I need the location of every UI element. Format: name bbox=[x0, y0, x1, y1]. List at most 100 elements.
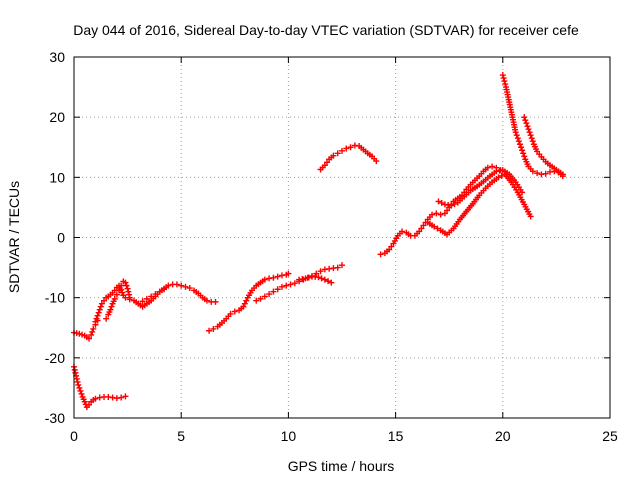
chart-axes: 0 5 10 15 20 25 -30 -20 -10 0 10 20 30 bbox=[45, 49, 618, 444]
data-point-fill bbox=[119, 289, 126, 296]
data-point-fill bbox=[216, 321, 223, 328]
data-point-fill bbox=[528, 135, 535, 142]
data-point-fill bbox=[461, 210, 468, 217]
data-point bbox=[274, 273, 281, 280]
data-point-fill bbox=[221, 317, 228, 324]
data-point-fill bbox=[73, 330, 80, 337]
data-point-fill bbox=[549, 163, 556, 170]
data-point-fill bbox=[366, 151, 373, 158]
data-point bbox=[118, 394, 125, 401]
data-point bbox=[113, 291, 120, 298]
data-point-fill bbox=[474, 194, 481, 201]
data-point-fill bbox=[493, 175, 500, 182]
data-point bbox=[343, 145, 350, 152]
data-point bbox=[515, 138, 522, 145]
data-point-fill bbox=[484, 174, 491, 181]
data-point-fill bbox=[468, 202, 475, 209]
data-point bbox=[499, 72, 506, 79]
data-point bbox=[339, 147, 345, 154]
data-point-fill bbox=[486, 181, 493, 188]
data-point-fill bbox=[429, 222, 436, 229]
data-point-fill bbox=[526, 129, 533, 136]
data-point-fill bbox=[259, 278, 266, 285]
data-point bbox=[124, 285, 131, 292]
data-point bbox=[542, 170, 549, 177]
data-point-fill bbox=[125, 288, 132, 295]
x-tick-label: 0 bbox=[70, 428, 78, 444]
data-point bbox=[75, 381, 82, 388]
data-point bbox=[94, 312, 101, 319]
data-point bbox=[122, 393, 129, 400]
data-point-fill bbox=[502, 81, 509, 88]
x-axis-label: GPS time / hours bbox=[288, 458, 395, 474]
data-point-fill bbox=[505, 96, 512, 103]
data-point-fill bbox=[520, 150, 527, 157]
data-point-fill bbox=[516, 141, 523, 148]
data-point-fill bbox=[508, 111, 515, 118]
data-point-fill bbox=[72, 369, 79, 376]
data-point bbox=[278, 283, 285, 290]
x-tick-label: 10 bbox=[281, 428, 297, 444]
data-point-fill bbox=[238, 305, 245, 312]
data-point bbox=[92, 318, 99, 325]
x-tick-label: 25 bbox=[602, 428, 618, 444]
data-point-fill bbox=[319, 164, 326, 171]
data-point-fill bbox=[108, 303, 115, 310]
data-point bbox=[77, 387, 84, 394]
data-point-fill bbox=[255, 281, 262, 288]
data-point-fill bbox=[197, 292, 204, 299]
data-point-fill bbox=[393, 235, 400, 242]
data-point bbox=[156, 288, 163, 295]
data-point bbox=[435, 198, 442, 205]
data-point-fill bbox=[517, 186, 524, 193]
data-point-fill bbox=[455, 218, 462, 225]
data-point bbox=[377, 251, 384, 258]
y-tick-label: 0 bbox=[57, 230, 65, 246]
data-point bbox=[96, 306, 103, 313]
data-point-fill bbox=[73, 375, 80, 382]
data-point bbox=[347, 144, 354, 151]
data-point-fill bbox=[76, 384, 83, 391]
data-point-fill bbox=[513, 132, 520, 139]
data-point-fill bbox=[388, 243, 395, 250]
data-point-fill bbox=[80, 396, 87, 403]
data-point-fill bbox=[451, 201, 458, 208]
data-point-fill bbox=[434, 225, 441, 232]
data-point bbox=[420, 222, 427, 229]
data-point-fill bbox=[418, 225, 425, 232]
data-point-fill bbox=[491, 169, 498, 176]
data-point-fill bbox=[241, 300, 248, 307]
data-point-fill bbox=[89, 328, 96, 335]
data-point-fill bbox=[414, 230, 421, 237]
data-point-fill bbox=[384, 248, 391, 255]
data-point-fill bbox=[110, 298, 117, 305]
data-point bbox=[126, 294, 133, 301]
data-point-fill bbox=[396, 230, 403, 237]
data-point-fill bbox=[500, 75, 507, 82]
x-tick-label: 5 bbox=[177, 428, 185, 444]
data-point bbox=[261, 293, 268, 300]
data-point-fill bbox=[371, 155, 378, 162]
data-point-fill bbox=[78, 390, 85, 397]
data-point-fill bbox=[544, 160, 551, 167]
data-point-fill bbox=[504, 169, 511, 176]
data-point-fill bbox=[323, 159, 330, 166]
data-point bbox=[101, 297, 108, 304]
data-point-fill bbox=[471, 184, 478, 191]
data-point-fill bbox=[445, 202, 452, 209]
data-point bbox=[283, 282, 290, 289]
data-point bbox=[257, 295, 264, 302]
data-point-fill bbox=[328, 154, 335, 161]
data-point bbox=[317, 268, 324, 275]
data-point-fill bbox=[312, 273, 319, 280]
data-point bbox=[139, 298, 146, 305]
data-point-fill bbox=[123, 282, 130, 289]
y-tick-label: 20 bbox=[49, 109, 65, 125]
data-point-fill bbox=[522, 117, 529, 124]
data-point-fill bbox=[459, 195, 466, 202]
data-point bbox=[161, 286, 168, 293]
data-point-fill bbox=[438, 199, 445, 206]
data-point bbox=[182, 283, 189, 290]
data-point bbox=[334, 264, 341, 271]
data-point-fill bbox=[519, 199, 526, 206]
